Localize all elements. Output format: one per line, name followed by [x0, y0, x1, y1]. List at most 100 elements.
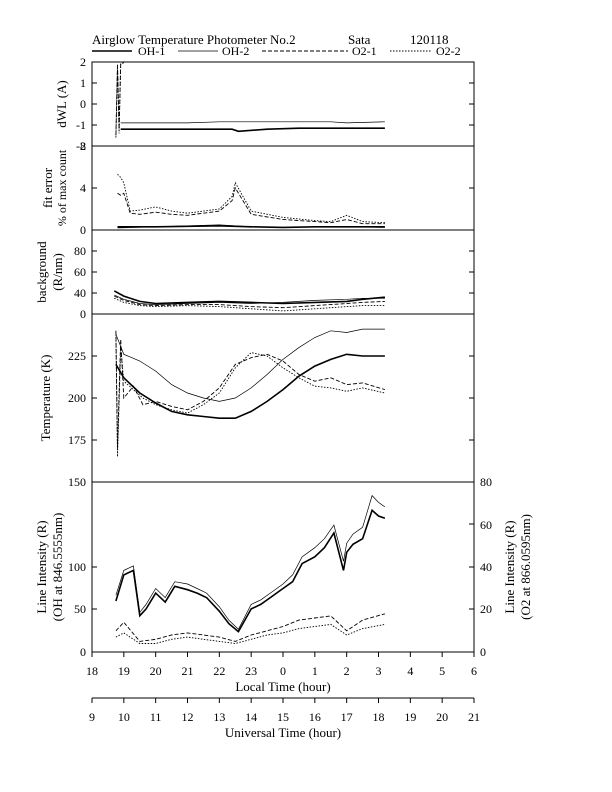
series-line-o21 — [114, 295, 385, 309]
series-line-oh2 — [117, 224, 385, 229]
series-line-oh2 — [115, 494, 386, 630]
local-time-tick-label: 2 — [344, 664, 350, 678]
universal-time-tick-label: 10 — [118, 710, 130, 724]
local-time-tick-label: 3 — [376, 664, 382, 678]
universal-time-axis: 9 10 11 12 13 14 15 16 17 18 19 20 21 — [89, 698, 480, 724]
intensity-rtick-label: 40 — [480, 560, 492, 574]
intensity-tick-label: 0 — [80, 645, 86, 659]
dwl-tick-label: -1 — [76, 118, 86, 132]
series-line-oh2 — [114, 294, 385, 305]
series-line-oh1 — [115, 353, 385, 419]
panel-temperature-frame — [91, 313, 475, 483]
temperature-y-axis: 225 200 175 — [68, 349, 474, 447]
universal-time-tick-label: 13 — [213, 710, 225, 724]
background-tick-label: 80 — [74, 244, 86, 258]
series-line-oh1 — [115, 508, 386, 633]
date-code: 120118 — [410, 32, 449, 47]
series-line-o22 — [115, 334, 386, 457]
universal-time-tick-label: 19 — [404, 710, 416, 724]
series-layer — [113, 62, 386, 644]
universal-time-tick-label: 20 — [436, 710, 448, 724]
background-tick-label: 40 — [74, 286, 86, 300]
dwl-y-axis: 2 1 0 -1 -2 — [76, 55, 474, 153]
intensity-rtick-label: 60 — [480, 518, 492, 532]
legend-label-oh1: OH-1 — [138, 44, 165, 58]
fit-error-tick-label: 4 — [80, 181, 86, 195]
site-name: Sata — [348, 32, 371, 47]
panel-background-frame — [91, 229, 475, 315]
background-ylabel: background — [34, 241, 49, 303]
local-time-tick-label: 23 — [245, 664, 257, 678]
series-line-o22 — [115, 62, 125, 138]
universal-time-tick-label: 21 — [468, 710, 480, 724]
local-time-tick-label: 22 — [213, 664, 225, 678]
intensity-tick-label: 150 — [68, 475, 86, 489]
universal-time-tick-label: 17 — [341, 710, 353, 724]
dwl-tick-label: 0 — [80, 97, 86, 111]
series-line-o21 — [115, 62, 125, 136]
intensity-tick-label: 100 — [68, 560, 86, 574]
temperature-tick-label: 175 — [68, 433, 86, 447]
intensity-rtick-label: 20 — [480, 602, 492, 616]
local-time-tick-label: 4 — [407, 664, 413, 678]
series-line-oh2 — [115, 328, 385, 402]
intensity-ylabel: Line Intensity (R) — [34, 520, 49, 613]
local-time-tick-label: 0 — [280, 664, 286, 678]
background-y-axis: 80 60 40 0 — [74, 244, 474, 321]
local-time-tick-label: 20 — [150, 664, 162, 678]
fit-error-y-axis: 8 4 0 — [80, 139, 474, 237]
local-time-tick-label: 5 — [439, 664, 445, 678]
universal-time-label: Universal Time (hour) — [225, 725, 341, 740]
intensity-rtick-label: 80 — [480, 475, 492, 489]
background-ylabel2: (R/nm) — [50, 253, 65, 291]
universal-time-tick-label: 14 — [245, 710, 257, 724]
universal-time-tick-label: 11 — [150, 710, 162, 724]
universal-time-tick-label: 12 — [182, 710, 194, 724]
local-time-tick-label: 21 — [182, 664, 194, 678]
universal-time-tick-label: 16 — [309, 710, 321, 724]
series-line-o21 — [115, 330, 386, 449]
local-time-tick-label: 19 — [118, 664, 130, 678]
intensity-rlabel2: (O2 at 866.0595nm) — [518, 514, 533, 620]
temperature-tick-label: 225 — [68, 349, 86, 363]
intensity-rtick-label: 0 — [480, 645, 486, 659]
universal-time-tick-label: 15 — [277, 710, 289, 724]
series-line-oh1 — [113, 290, 385, 305]
panel-fit-error-frame — [91, 145, 475, 231]
dwl-tick-label: -2 — [76, 139, 86, 153]
local-time-label: Local Time (hour) — [235, 679, 330, 694]
fit-error-ylabel: fit error — [40, 167, 55, 208]
fit-error-ylabel2: % of max count — [55, 149, 69, 226]
local-time-tick-label: 6 — [471, 664, 477, 678]
intensity-y-axis-left: 150 100 50 0 — [68, 475, 97, 659]
intensity-y-axis-right: 80 60 40 20 0 — [469, 475, 492, 659]
panel-dwl-frame — [91, 61, 475, 147]
temperature-tick-label: 200 — [68, 391, 86, 405]
fit-error-tick-label: 8 — [80, 139, 86, 153]
background-tick-label: 60 — [74, 265, 86, 279]
intensity-rlabel: Line Intensity (R) — [502, 520, 517, 613]
local-time-axis: 18 19 20 21 22 23 0 1 2 3 4 5 6 — [86, 652, 477, 678]
intensity-ylabel2: (OH at 846.5555nm) — [50, 513, 65, 622]
series-line-o22 — [115, 623, 385, 644]
chart-title: Airglow Temperature Photometer No.2 — [92, 32, 296, 47]
local-time-tick-label: 18 — [86, 664, 98, 678]
legend-label-o22: O2-2 — [436, 44, 461, 58]
dwl-tick-label: 2 — [80, 55, 86, 69]
series-line-o22 — [117, 173, 385, 224]
series-line-o21 — [115, 613, 386, 642]
series-line-oh2 — [120, 121, 385, 124]
temperature-ylabel: Temperature (K) — [38, 355, 53, 442]
legend-label-oh2: OH-2 — [222, 44, 249, 58]
intensity-tick-label: 50 — [74, 602, 86, 616]
dwl-ylabel: dWL (A) — [54, 80, 69, 128]
local-time-tick-label: 1 — [312, 664, 318, 678]
legend: OH-1 OH-2 O2-1 O2-2 — [92, 44, 461, 58]
legend-label-o21: O2-1 — [352, 44, 377, 58]
dwl-tick-label: 1 — [80, 76, 86, 90]
fit-error-tick-label: 0 — [80, 223, 86, 237]
background-tick-label: 0 — [80, 307, 86, 321]
universal-time-tick-label: 9 — [89, 710, 95, 724]
series-line-oh1 — [120, 127, 385, 133]
